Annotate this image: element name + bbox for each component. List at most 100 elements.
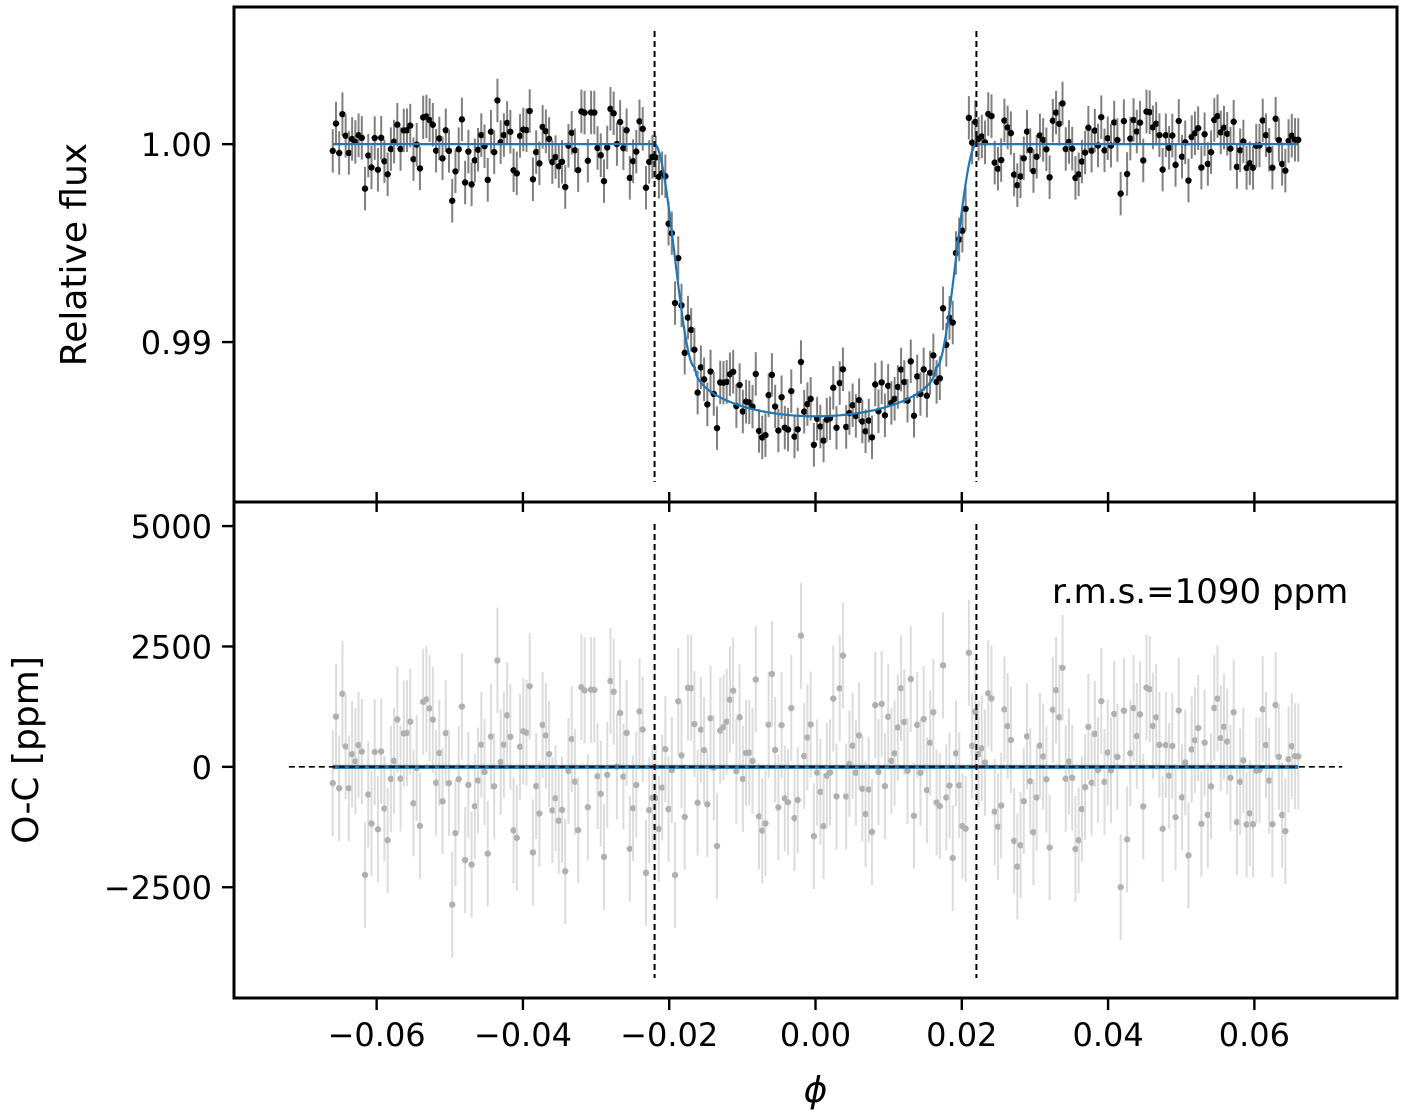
top-data-point — [1146, 109, 1153, 116]
residual-point — [949, 854, 956, 862]
residual-point — [594, 773, 601, 780]
residual-point — [891, 750, 898, 757]
top-data-point — [1172, 161, 1179, 169]
bottom-reference-lines — [288, 524, 1343, 978]
top-data-point — [1191, 130, 1199, 137]
residual-point — [494, 657, 501, 664]
residual-point — [859, 785, 866, 793]
top-data-point — [516, 132, 524, 140]
residual-point — [532, 782, 540, 790]
residual-point — [1114, 753, 1121, 761]
residual-point — [332, 713, 340, 720]
top-data-point — [800, 408, 808, 415]
top-data-point — [849, 402, 856, 409]
residual-point — [946, 782, 953, 789]
top-data-point — [1243, 164, 1250, 172]
top-data-point — [371, 134, 378, 142]
top-data-point — [1075, 171, 1082, 178]
top-data-point — [988, 112, 995, 120]
residual-point — [1014, 863, 1021, 870]
residual-point — [752, 676, 759, 683]
top-data-point — [978, 133, 986, 140]
top-panel: 0.99 1.00 Relative flux — [54, 5, 1399, 504]
residual-point — [387, 775, 395, 783]
residual-point — [329, 779, 336, 787]
top-data-point — [839, 366, 847, 373]
residual-point — [952, 750, 960, 757]
top-data-point — [1130, 116, 1137, 124]
residual-point — [910, 812, 918, 820]
residual-point — [1069, 774, 1076, 782]
residual-point — [897, 685, 905, 692]
top-data-marks — [329, 78, 1302, 467]
residual-point — [655, 825, 663, 833]
top-data-point — [387, 145, 395, 153]
residual-point — [865, 786, 872, 793]
top-axis-ticks: 0.99 1.00 — [141, 126, 1256, 502]
residual-point — [943, 794, 950, 801]
top-data-point — [1259, 117, 1266, 124]
residual-point — [407, 718, 414, 725]
top-data-point — [697, 364, 705, 371]
residual-point — [1178, 794, 1186, 801]
residual-point — [855, 732, 863, 739]
top-data-point — [394, 121, 401, 128]
residual-point — [1110, 710, 1118, 718]
residual-point — [390, 757, 398, 764]
residual-point — [978, 745, 986, 752]
residual-point — [513, 834, 521, 841]
residual-point — [1123, 836, 1131, 843]
residual-point — [926, 739, 934, 746]
top-data-point — [736, 381, 743, 389]
top-data-point — [907, 358, 914, 365]
residual-point — [1169, 742, 1176, 750]
top-data-point — [539, 123, 546, 131]
residual-point — [562, 868, 569, 875]
top-data-point — [1152, 120, 1160, 127]
residual-point — [545, 750, 553, 758]
top-data-point — [552, 153, 559, 161]
residual-point — [1085, 723, 1092, 731]
x-tick-label: −0.04 — [474, 1016, 572, 1054]
top-data-point — [1091, 127, 1099, 134]
top-data-point — [1127, 135, 1134, 142]
residual-point — [1136, 711, 1144, 718]
top-data-point — [1030, 167, 1037, 175]
residual-point — [820, 822, 827, 830]
top-data-point — [901, 378, 908, 386]
residual-point — [432, 779, 440, 786]
residual-point — [697, 726, 705, 733]
top-data-point — [1169, 132, 1176, 139]
top-data-point — [788, 387, 795, 395]
residual-point — [1149, 722, 1157, 730]
residual-point — [639, 726, 646, 733]
top-data-point — [1117, 190, 1124, 197]
residual-point — [1056, 714, 1063, 721]
residual-point — [839, 652, 847, 659]
top-data-point — [542, 128, 550, 135]
residual-point — [597, 790, 604, 797]
top-data-point — [830, 384, 837, 391]
residual-point — [474, 777, 482, 784]
top-data-point — [1049, 117, 1057, 124]
top-data-point — [894, 383, 902, 391]
residual-point — [552, 795, 559, 802]
residual-point — [1072, 845, 1079, 853]
residual-point — [1059, 664, 1066, 671]
top-data-point — [1220, 124, 1228, 131]
residual-point — [675, 697, 682, 705]
residual-point — [720, 723, 727, 731]
bottom-axis-ticks: −0.06 −0.04 −0.02 0.00 0.02 0.04 0.06 −2500 0 250… — [104, 502, 1290, 1054]
residual-point — [1104, 749, 1111, 756]
residual-point — [365, 791, 372, 798]
x-tick-label: −0.02 — [620, 1016, 718, 1054]
x-tick-label: −0.06 — [328, 1016, 426, 1054]
residual-point — [755, 813, 763, 820]
residual-point — [1230, 709, 1237, 716]
residual-point — [736, 714, 743, 721]
residual-point — [1004, 722, 1011, 730]
top-data-point — [536, 160, 543, 167]
residual-point — [904, 767, 911, 775]
residual-point — [1265, 777, 1273, 784]
